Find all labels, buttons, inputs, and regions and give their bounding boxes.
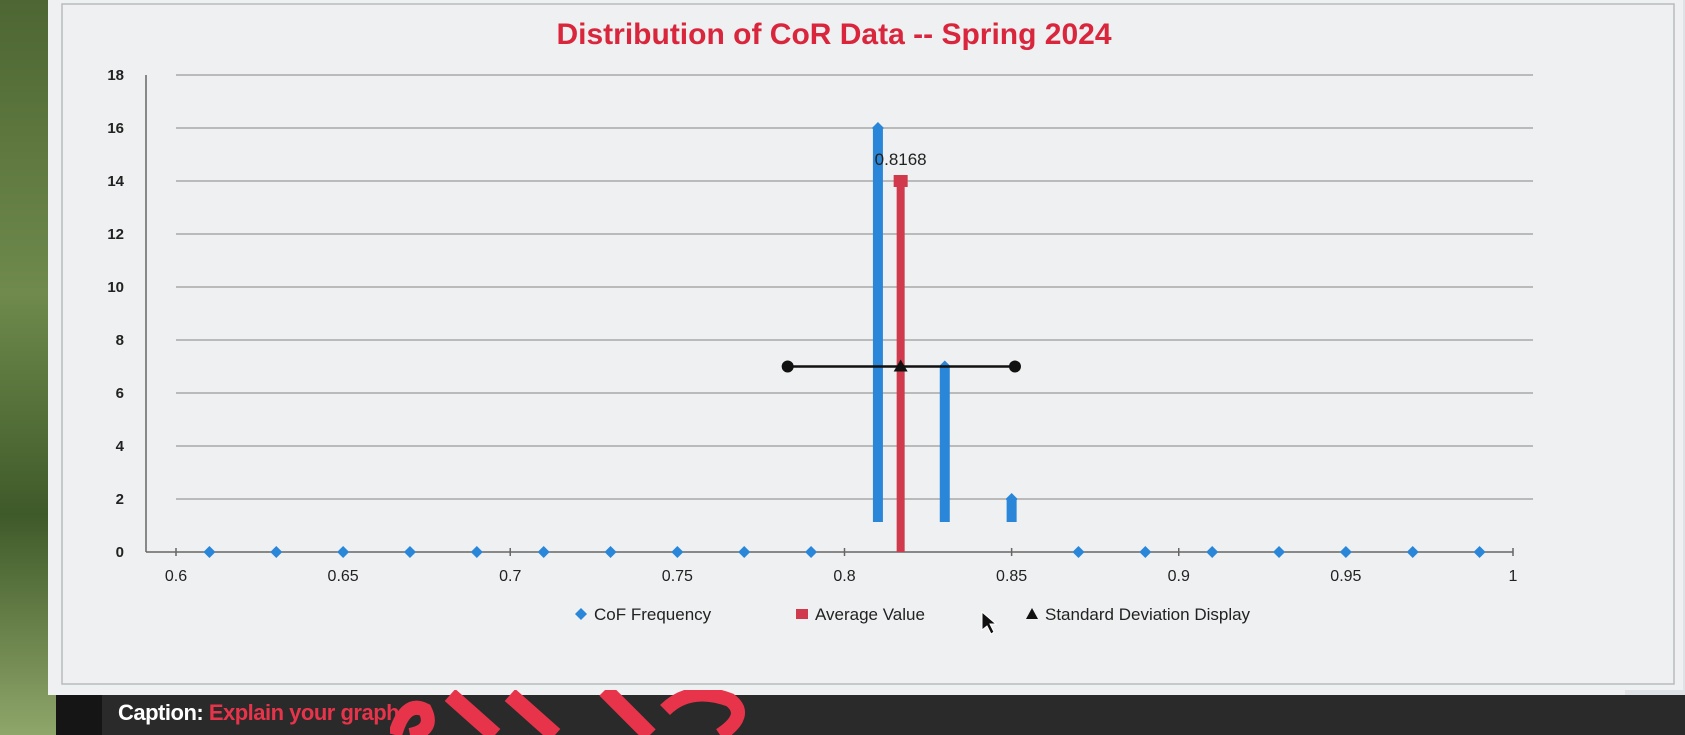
cof-bar-11: [939, 366, 950, 522]
cof-point-15: [1206, 546, 1219, 558]
cof-point-16: [1273, 546, 1286, 558]
cof-point-7: [671, 546, 684, 558]
caption-prompt[interactable]: Explain your graph: [208, 700, 400, 725]
chart-title: Distribution of CoR Data -- Spring 2024: [556, 18, 1111, 51]
average-data-label: 0.8168: [875, 150, 927, 169]
legend-triangle-icon: [1026, 608, 1038, 619]
data-labels: 0.8168: [875, 150, 927, 169]
legend-label-1: Average Value: [815, 605, 925, 624]
cof-point-19: [1473, 546, 1486, 558]
x-tick-label-0.65: 0.65: [328, 568, 359, 585]
y-tick-label-14: 14: [107, 173, 124, 190]
cof-point-1: [270, 546, 283, 558]
chart[interactable]: Distribution of CoR Data -- Spring 2024 …: [58, 0, 1683, 690]
cof-point-4: [470, 546, 483, 558]
chart-border: [61, 3, 1675, 685]
y-tick-label-8: 8: [116, 332, 124, 349]
y-tick-label-4: 4: [116, 438, 125, 455]
axes: [145, 75, 1514, 556]
legend-square-icon: [796, 609, 808, 619]
tick-labels: 0 2 4 6 8 10 12 14 16 18 0.6 0.65 0.7 0.75 0.8 0.85 0.9 0…: [107, 67, 1517, 585]
x-tick-label-1: 1: [1509, 568, 1518, 585]
chart-background: [58, 0, 1683, 690]
legend-diamond-icon: [575, 608, 587, 620]
cof-point-10: [871, 122, 884, 134]
x-tick-label-0.85: 0.85: [996, 568, 1027, 585]
gridlines: [176, 74, 1533, 500]
cof-point-0: [203, 546, 216, 558]
cof-bar-12: [1006, 499, 1017, 522]
cof-point-5: [537, 546, 550, 558]
caption-bar: [102, 695, 1685, 735]
x-tick-label-0.75: 0.75: [662, 568, 693, 585]
y-tick-label-6: 6: [116, 385, 124, 402]
x-tick-label-0.7: 0.7: [499, 568, 521, 585]
stddev-point-0: [893, 359, 908, 372]
y-tick-label-16: 16: [107, 120, 124, 137]
cof-point-9: [805, 546, 818, 558]
stddev-cap-left: [781, 360, 794, 373]
cof-point-12: [1005, 493, 1018, 505]
x-tick-label-0.6: 0.6: [165, 568, 187, 585]
cof-point-18: [1406, 546, 1419, 558]
y-tick-label-12: 12: [107, 226, 124, 243]
cof-point-2: [337, 546, 350, 558]
y-tick-label-2: 2: [116, 491, 124, 508]
average-point-0: [893, 175, 908, 187]
cof-point-17: [1339, 546, 1352, 558]
cof-point-14: [1139, 546, 1152, 558]
legend-label-0: CoF Frequency: [594, 605, 712, 624]
red-sticker-decoration: [390, 690, 745, 735]
y-tick-label-10: 10: [107, 279, 124, 296]
x-tick-label-0.8: 0.8: [833, 568, 855, 585]
x-tick-label-0.95: 0.95: [1330, 568, 1361, 585]
legend-label-2: Standard Deviation Display: [1045, 605, 1251, 624]
y-tick-label-0: 0: [116, 544, 124, 561]
background-grass: [0, 0, 56, 735]
cof-point-6: [604, 546, 617, 558]
cof-bar-10: [872, 128, 883, 522]
legend[interactable]: CoF Frequency Average Value Standard Devia…: [575, 605, 1251, 624]
caption: Caption: Explain your graph: [118, 700, 400, 726]
cof-point-8: [738, 546, 751, 558]
cof-point-13: [1072, 546, 1085, 558]
x-tick-label-0.9: 0.9: [1168, 568, 1190, 585]
cof-point-3: [403, 546, 416, 558]
y-tick-label-18: 18: [107, 67, 124, 84]
stddev-cap-right: [1008, 360, 1021, 373]
mouse-cursor-icon: [981, 610, 998, 635]
series-marks: [203, 122, 1486, 558]
caption-label: Caption:: [118, 700, 204, 725]
